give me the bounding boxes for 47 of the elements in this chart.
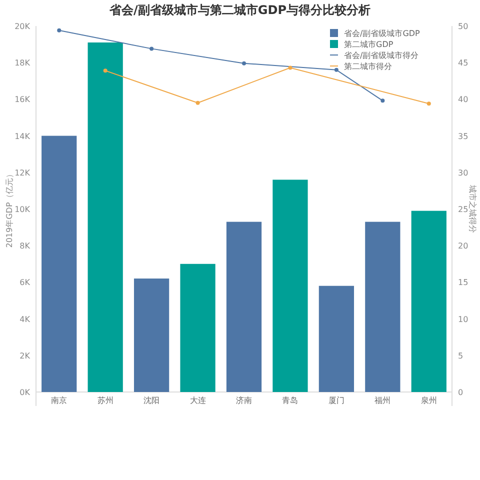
bar xyxy=(411,210,446,392)
legend-label: 省会/副省级城市得分 xyxy=(344,51,419,60)
bar xyxy=(180,264,216,392)
y2-tick-label: 40 xyxy=(458,95,468,104)
y2-tick-label: 25 xyxy=(458,205,468,214)
y-tick-label: 2K xyxy=(20,351,31,360)
y-tick-label: 14K xyxy=(14,132,31,141)
chart-title: 省会/副省级城市与第二城市GDP与得分比较分析 xyxy=(108,3,370,17)
y2-tick-label: 5 xyxy=(458,351,464,360)
bar xyxy=(365,222,400,392)
x-tick-label: 沈阳 xyxy=(144,396,160,405)
bar xyxy=(272,180,308,392)
x-tick-label: 厦门 xyxy=(328,396,344,405)
y2-axis-title: 城市之城得分 xyxy=(468,184,477,233)
x-tick-label: 泉州 xyxy=(420,396,437,405)
legend-label: 省会/副省级城市GDP xyxy=(344,29,420,38)
y-tick-label: 6K xyxy=(20,278,31,288)
y2-tick-label: 50 xyxy=(458,22,468,31)
bar xyxy=(318,286,354,392)
y-tick-label: 0K xyxy=(20,388,31,397)
x-tick-label: 青岛 xyxy=(282,396,298,405)
x-tick-label: 苏州 xyxy=(97,396,114,405)
bar xyxy=(134,278,170,392)
x-tick-label: 福州 xyxy=(374,396,391,405)
y2-tick-label: 30 xyxy=(458,168,468,178)
y-tick-label: 12K xyxy=(14,168,31,178)
x-tick-label: 大连 xyxy=(190,396,206,405)
bar xyxy=(226,222,262,392)
y-tick-label: 8K xyxy=(20,242,31,251)
legend-label: 第二城市GDP xyxy=(344,40,394,49)
y2-tick-label: 35 xyxy=(458,132,468,141)
y2-tick-label: 0 xyxy=(458,388,464,397)
x-tick-label: 南京 xyxy=(51,396,68,405)
y-axis-title: 2019年GDP（亿元） xyxy=(5,170,14,248)
y2-tick-label: 15 xyxy=(458,278,468,288)
y-tick-label: 18K xyxy=(14,58,31,68)
bar xyxy=(42,136,77,392)
legend-label: 第二城市得分 xyxy=(344,62,392,71)
bar xyxy=(88,42,123,392)
y2-tick-label: 45 xyxy=(458,58,468,68)
y2-tick-label: 10 xyxy=(458,314,468,324)
y-tick-label: 10K xyxy=(14,205,31,214)
x-tick-label: 济南 xyxy=(236,396,252,405)
y2-tick-label: 20 xyxy=(458,242,468,251)
y-tick-label: 4K xyxy=(20,314,31,324)
y-tick-label: 16K xyxy=(14,95,31,104)
y-tick-label: 20K xyxy=(14,22,31,31)
